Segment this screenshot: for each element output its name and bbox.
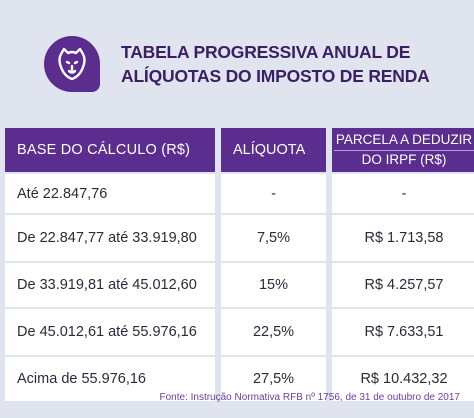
table-cell-base: Acima de 55.976,16 bbox=[5, 357, 215, 401]
table-cell-aliquota: 15% bbox=[221, 263, 326, 307]
table-cell-base: De 45.012,61 até 55.976,16 bbox=[5, 309, 215, 355]
table-cell-base: Até 22.847,76 bbox=[5, 174, 215, 213]
table-cell-base: De 33.919,81 até 45.012,60 bbox=[5, 263, 215, 307]
table-cell-parcela: R$ 10.432,32 bbox=[332, 357, 474, 401]
header: TABELA PROGRESSIVA ANUAL DE ALÍQUOTAS DO… bbox=[0, 0, 474, 120]
table-cell-aliquota: - bbox=[221, 174, 326, 213]
tax-table: BASE DO CÁLCULO (R$) ALÍQUOTA PARCELA A … bbox=[5, 128, 474, 401]
table-cell-aliquota: 22,5% bbox=[221, 309, 326, 355]
header-parcela-line-1: PARCELA A DEDUZIR bbox=[333, 131, 474, 151]
header-aliquota: ALÍQUOTA bbox=[221, 128, 326, 172]
title-line-1: TABELA PROGRESSIVA ANUAL DE bbox=[121, 42, 411, 62]
table-cell-parcela: R$ 7.633,51 bbox=[332, 309, 474, 355]
table-cell-aliquota: 7,5% bbox=[221, 215, 326, 261]
header-parcela: PARCELA A DEDUZIR DO IRPF (R$) bbox=[332, 128, 474, 172]
lioness-head-icon bbox=[58, 47, 86, 81]
title-line-2: ALÍQUOTAS DO IMPOSTO DE RENDA bbox=[121, 66, 430, 86]
table-cell-parcela: - bbox=[332, 174, 474, 213]
table-cell-parcela: R$ 1.713,58 bbox=[332, 215, 474, 261]
table-cell-aliquota: 27,5% bbox=[221, 357, 326, 401]
brand-logo bbox=[44, 36, 100, 92]
header-base: BASE DO CÁLCULO (R$) bbox=[5, 128, 215, 172]
header-parcela-line-2: DO IRPF (R$) bbox=[361, 152, 447, 167]
table-cell-base: De 22.847,77 até 33.919,80 bbox=[5, 215, 215, 261]
source-note: Fonte: Instrução Normativa RFB nº 1756, … bbox=[159, 392, 460, 403]
table-cell-parcela: R$ 4.257,57 bbox=[332, 263, 474, 307]
page-title: TABELA PROGRESSIVA ANUAL DE ALÍQUOTAS DO… bbox=[121, 40, 451, 88]
